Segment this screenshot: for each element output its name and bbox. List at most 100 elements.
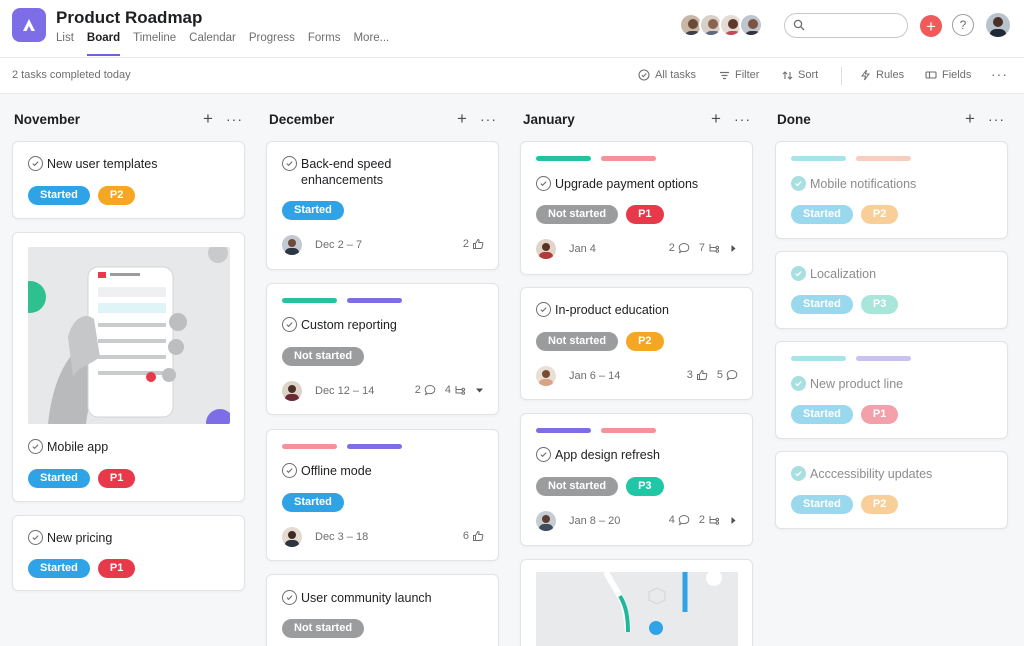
comment-icon[interactable] xyxy=(678,242,690,254)
search-field[interactable] xyxy=(811,17,901,34)
due-date[interactable]: Jan 6 – 14 xyxy=(569,370,621,382)
all-tasks-button[interactable]: All tasks xyxy=(638,69,696,81)
rules-label: Rules xyxy=(876,69,905,81)
column-menu-icon[interactable]: ··· xyxy=(226,111,243,127)
task-card[interactable]: Upgrade payment options Not started P1 J… xyxy=(520,141,753,275)
check-circle-icon[interactable] xyxy=(536,302,551,317)
add-task-icon[interactable]: + xyxy=(203,109,213,128)
user-avatar[interactable] xyxy=(986,13,1010,37)
tab-board[interactable]: Board xyxy=(86,32,121,56)
subtask-icon[interactable] xyxy=(454,384,466,396)
assignee-avatar[interactable] xyxy=(282,235,302,255)
assignee-avatar[interactable] xyxy=(536,366,556,386)
check-circle-icon[interactable] xyxy=(536,447,551,462)
check-circle-icon[interactable] xyxy=(536,176,551,191)
caret-down-icon[interactable] xyxy=(475,386,484,395)
status-tag: Started xyxy=(791,295,853,314)
check-circle-icon[interactable] xyxy=(282,317,297,332)
tab-timeline[interactable]: Timeline xyxy=(133,32,177,44)
column-menu-icon[interactable]: ··· xyxy=(988,111,1005,127)
due-date[interactable]: Jan 8 – 20 xyxy=(569,515,621,527)
avatar[interactable] xyxy=(699,13,723,37)
add-task-icon[interactable]: + xyxy=(711,109,721,128)
sort-button[interactable]: Sort xyxy=(782,69,818,81)
add-task-icon[interactable]: + xyxy=(457,109,467,128)
status-tag: Started xyxy=(28,559,90,578)
tab-progress[interactable]: Progress xyxy=(248,32,295,44)
check-circle-icon[interactable] xyxy=(791,376,806,391)
search-icon xyxy=(793,19,805,31)
help-button[interactable]: ? xyxy=(952,14,974,36)
due-date[interactable]: Dec 3 – 18 xyxy=(315,531,369,543)
task-card[interactable]: User community launch Not started xyxy=(266,574,499,646)
project-members[interactable] xyxy=(679,13,763,37)
task-card[interactable] xyxy=(520,559,753,646)
caret-right-icon[interactable] xyxy=(729,244,738,253)
check-circle-icon[interactable] xyxy=(791,176,806,191)
filter-button[interactable]: Filter xyxy=(719,69,759,81)
avatar[interactable] xyxy=(739,13,763,37)
check-circle-icon[interactable] xyxy=(282,463,297,478)
comment-icon[interactable] xyxy=(726,369,738,381)
task-card[interactable]: Mobile app Started P1 xyxy=(12,232,245,502)
caret-right-icon[interactable] xyxy=(729,516,738,525)
tab-list[interactable]: List xyxy=(56,32,74,44)
check-circle-icon[interactable] xyxy=(28,156,43,171)
task-card[interactable]: New user templates Started P2 xyxy=(12,141,245,219)
task-card[interactable]: In-product education Not started P2 Jan … xyxy=(520,287,753,400)
subtask-icon[interactable] xyxy=(708,242,720,254)
due-date[interactable]: Dec 2 – 7 xyxy=(315,239,363,251)
column-menu-icon[interactable]: ··· xyxy=(734,111,751,127)
more-options-icon[interactable]: ··· xyxy=(991,66,1008,82)
task-card[interactable]: App design refresh Not started P3 Jan 8 … xyxy=(520,413,753,546)
color-bar xyxy=(536,428,591,433)
thumbs-up-icon[interactable] xyxy=(472,530,484,542)
status-tag: Not started xyxy=(536,477,619,496)
task-title: Offline mode xyxy=(301,464,372,478)
app-header: Product Roadmap List Board Timeline Cale… xyxy=(0,0,1024,58)
tab-forms[interactable]: Forms xyxy=(307,32,341,44)
add-task-icon[interactable]: + xyxy=(965,109,975,128)
task-card[interactable]: Localization Started P3 xyxy=(775,251,1008,329)
color-bar xyxy=(856,356,911,361)
check-circle-icon[interactable] xyxy=(282,156,297,171)
rules-button[interactable]: Rules xyxy=(860,69,904,81)
column-menu-icon[interactable]: ··· xyxy=(480,111,497,127)
task-card[interactable]: Custom reporting Not started Dec 12 – 14… xyxy=(266,283,499,415)
task-card[interactable]: New product line Started P1 xyxy=(775,341,1008,439)
task-card[interactable]: Offline mode Started Dec 3 – 18 6 xyxy=(266,429,499,561)
task-card[interactable]: Back-end speed enhancements Started Dec … xyxy=(266,141,499,270)
all-tasks-label: All tasks xyxy=(655,69,696,81)
assignee-avatar[interactable] xyxy=(536,239,556,259)
check-circle-icon[interactable] xyxy=(28,439,43,454)
subtask-icon[interactable] xyxy=(708,514,720,526)
task-card[interactable]: Mobile notifications Started P2 xyxy=(775,141,1008,239)
thumbs-up-icon[interactable] xyxy=(696,369,708,381)
check-circle-icon[interactable] xyxy=(282,590,297,605)
task-card[interactable]: Acccessibility updates Started P2 xyxy=(775,451,1008,529)
custom-field-bars xyxy=(282,298,402,303)
check-circle-icon[interactable] xyxy=(28,530,43,545)
column-title: January xyxy=(523,112,575,127)
assignee-avatar[interactable] xyxy=(536,511,556,531)
search-input[interactable] xyxy=(784,13,908,38)
fields-label: Fields xyxy=(942,69,972,81)
fields-button[interactable]: Fields xyxy=(925,69,971,81)
tab-calendar[interactable]: Calendar xyxy=(189,32,236,44)
thumbs-up-icon[interactable] xyxy=(472,238,484,250)
comment-icon[interactable] xyxy=(424,384,436,396)
comment-icon[interactable] xyxy=(678,514,690,526)
assignee-avatar[interactable] xyxy=(282,527,302,547)
check-circle-icon[interactable] xyxy=(791,466,806,481)
assignee-avatar[interactable] xyxy=(282,381,302,401)
phone-app-image xyxy=(28,247,230,424)
due-date[interactable]: Dec 12 – 14 xyxy=(315,385,375,397)
project-icon[interactable] xyxy=(12,8,46,42)
tab-more[interactable]: More... xyxy=(353,32,390,44)
due-date[interactable]: Jan 4 xyxy=(569,243,596,255)
check-circle-icon[interactable] xyxy=(791,266,806,281)
column-header-december: December + ··· xyxy=(269,110,501,130)
add-button[interactable]: + xyxy=(920,15,942,37)
priority-tag: P1 xyxy=(97,559,136,578)
task-card[interactable]: New pricing Started P1 xyxy=(12,515,245,591)
